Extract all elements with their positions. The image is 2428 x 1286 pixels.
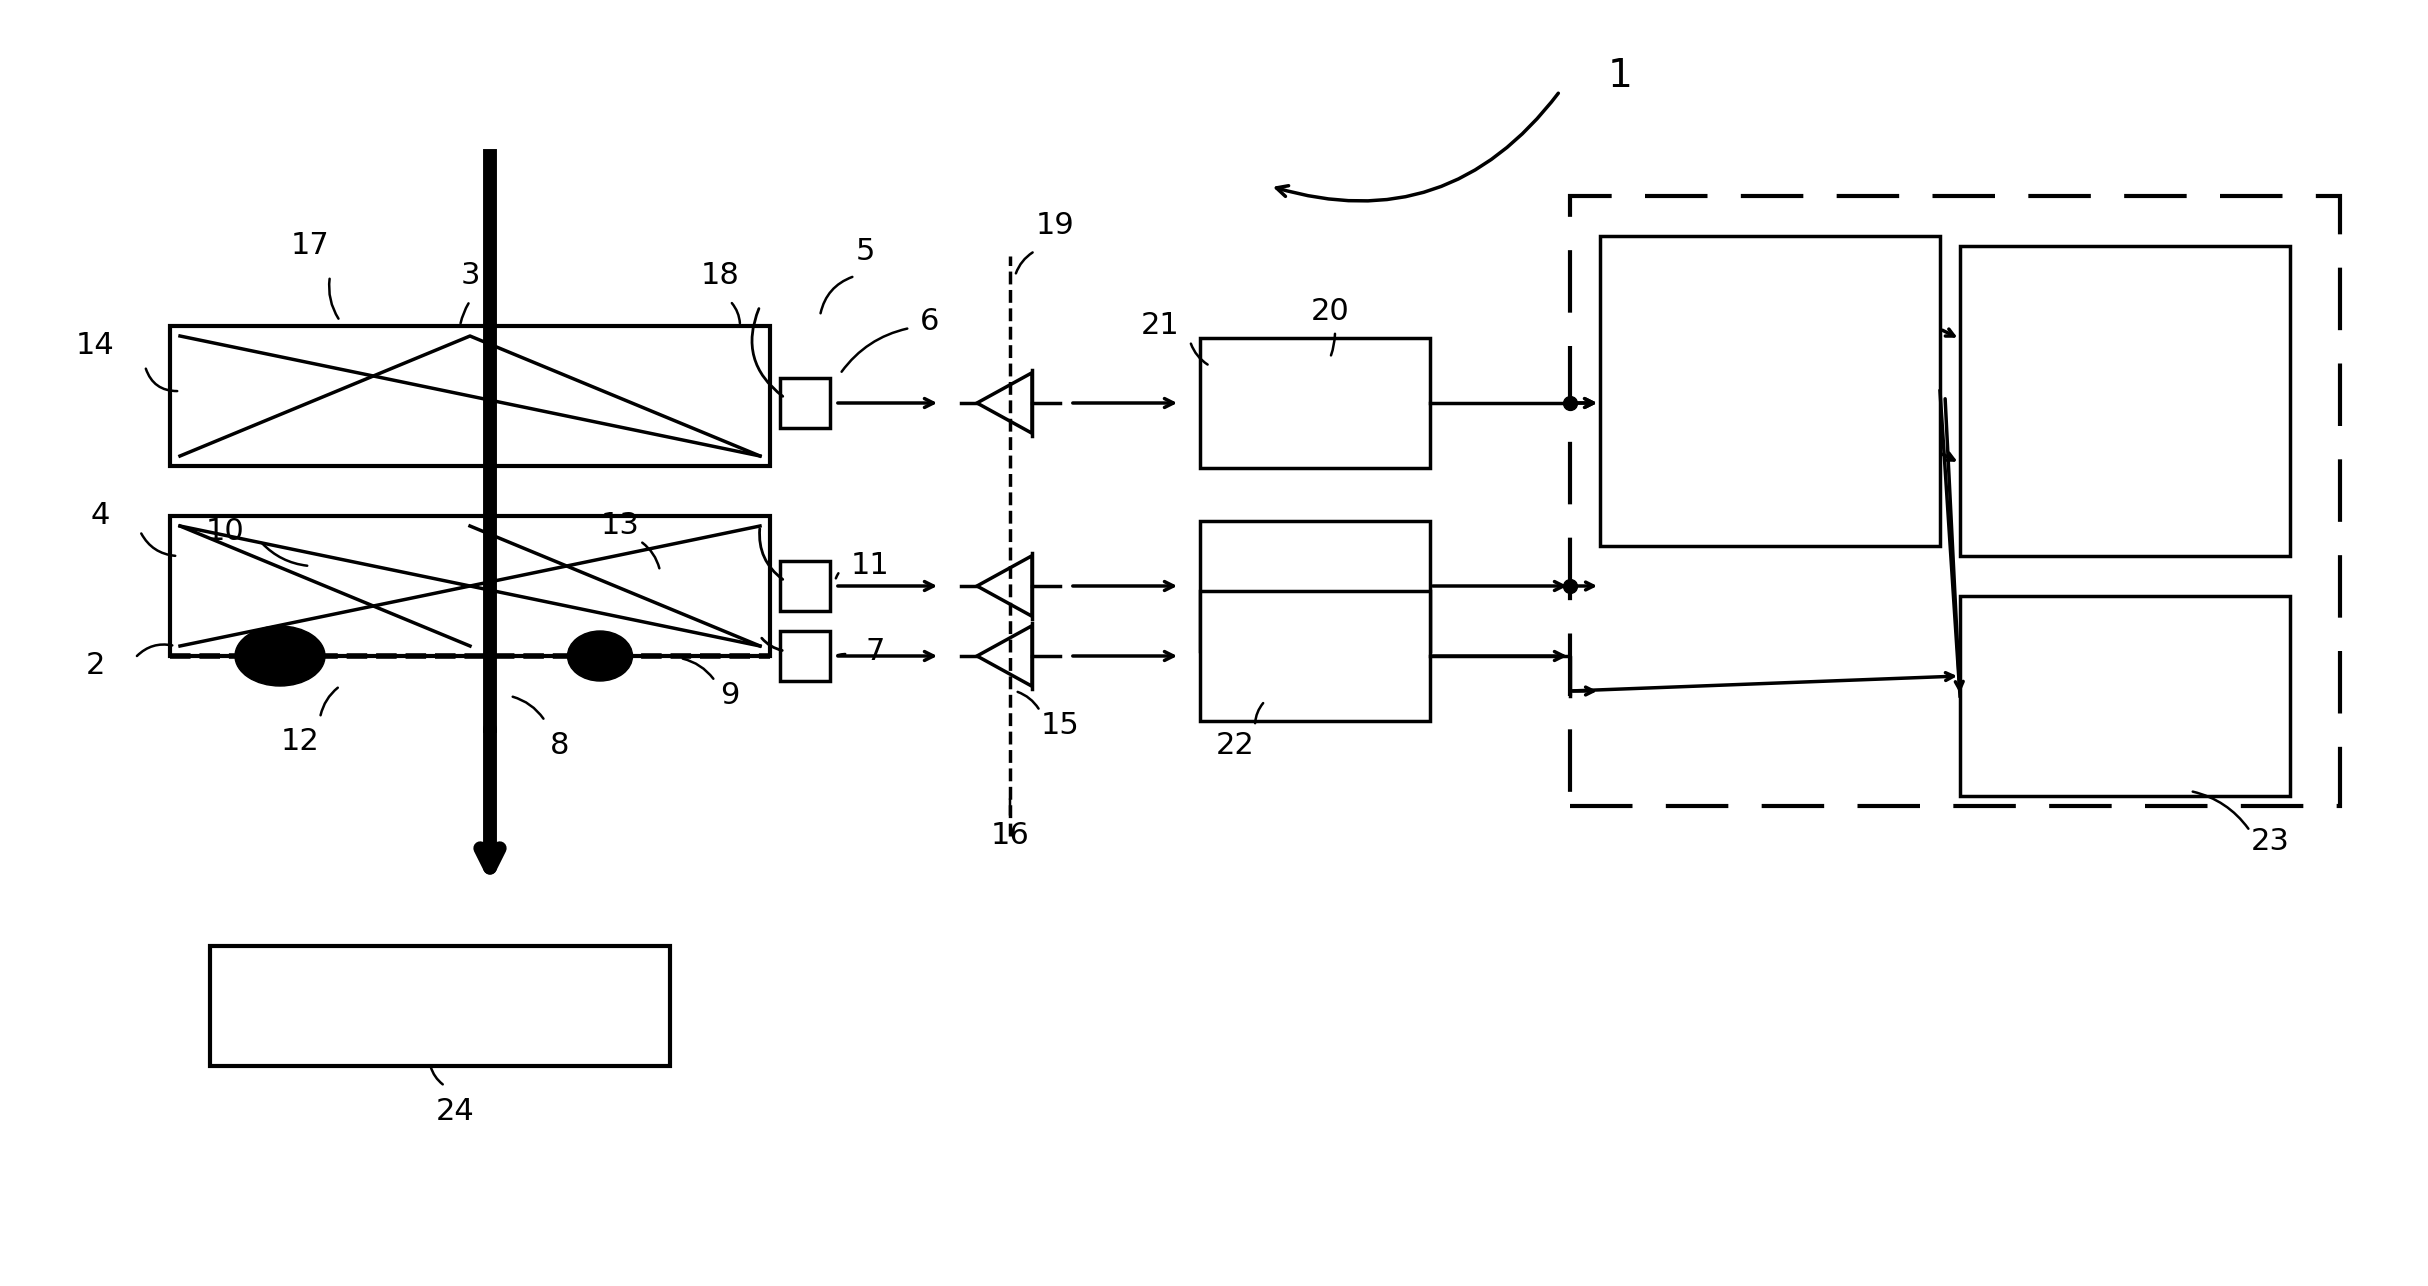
Bar: [209, 946, 670, 1066]
Text: 7: 7: [864, 637, 884, 665]
Bar: [170, 516, 770, 656]
Text: 20: 20: [1311, 297, 1350, 325]
Text: 1: 1: [1607, 57, 1632, 95]
Text: 8: 8: [551, 732, 571, 760]
Text: 16: 16: [991, 822, 1029, 850]
Text: 2: 2: [85, 652, 104, 680]
Text: 19: 19: [1037, 211, 1073, 240]
Text: 15: 15: [1042, 711, 1080, 741]
Text: 23: 23: [2251, 827, 2290, 855]
Bar: [779, 378, 830, 428]
Bar: [779, 561, 830, 611]
Text: 10: 10: [206, 517, 245, 545]
Ellipse shape: [568, 631, 634, 682]
Text: 12: 12: [282, 727, 320, 755]
Bar: [1199, 521, 1430, 651]
Text: 17: 17: [291, 231, 330, 261]
Text: 4: 4: [90, 502, 109, 531]
Bar: [779, 631, 830, 682]
Text: 14: 14: [75, 332, 114, 360]
Text: 3: 3: [461, 261, 481, 291]
Text: 6: 6: [920, 306, 940, 336]
Text: 21: 21: [1141, 311, 1180, 341]
Text: 5: 5: [855, 237, 874, 265]
Text: 22: 22: [1216, 732, 1255, 760]
Bar: [1199, 592, 1430, 721]
Bar: [170, 325, 770, 466]
Text: 24: 24: [435, 1097, 473, 1125]
Bar: [1571, 195, 2341, 806]
Text: 18: 18: [702, 261, 741, 291]
Text: 13: 13: [600, 512, 639, 540]
Bar: [1959, 595, 2290, 796]
Bar: [1600, 237, 1940, 547]
Text: 11: 11: [850, 552, 889, 580]
Text: 9: 9: [721, 682, 741, 710]
Bar: [1959, 246, 2290, 556]
Bar: [1199, 338, 1430, 468]
Ellipse shape: [236, 626, 325, 685]
